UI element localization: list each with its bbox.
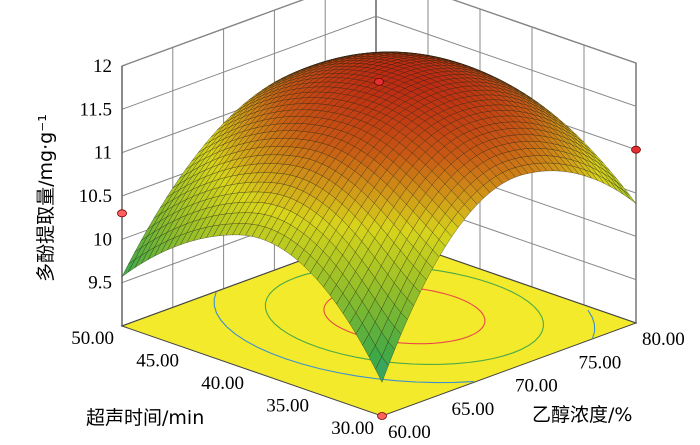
y-tick-label: 60.00	[388, 422, 431, 443]
floor-contour	[587, 309, 596, 339]
y-tick-label: 65.00	[452, 399, 495, 420]
tick-labels: 9.5 10 10.5 11 11.5 12 30.00 35.00 40.00 45.00 50.…	[71, 56, 685, 443]
z-axis-title: 多酚提取量/mg·g⁻¹	[35, 114, 57, 282]
y-tick-label: 80.00	[642, 329, 685, 350]
design-point	[374, 77, 384, 86]
response-surface	[121, 51, 637, 383]
x-tick-label: 40.00	[201, 373, 244, 394]
x-tick-label: 30.00	[331, 418, 374, 439]
design-point	[377, 412, 387, 420]
surface-cell	[375, 356, 389, 383]
floor-contour	[213, 292, 474, 384]
y-axis-title: 乙醇浓度/%	[532, 404, 632, 426]
z-tick-label: 11.5	[79, 99, 112, 120]
x-axis-title: 超声时间/min	[86, 407, 204, 429]
x-tick-label: 35.00	[266, 396, 309, 417]
y-tick-label: 75.00	[579, 352, 622, 373]
z-tick-label: 11	[94, 143, 112, 164]
z-tick-label: 10.5	[79, 186, 112, 207]
design-points	[117, 77, 641, 420]
x-tick-label: 45.00	[136, 351, 179, 372]
design-point	[631, 145, 641, 154]
grid-line	[121, 15, 637, 110]
x-tick-label: 50.00	[71, 328, 114, 349]
grid-line	[121, 0, 637, 67]
z-tick-label: 10	[93, 229, 112, 250]
z-tick-label: 9.5	[88, 273, 112, 294]
y-tick-label: 70.00	[515, 376, 558, 397]
design-point	[117, 209, 127, 218]
z-tick-label: 12	[93, 56, 112, 77]
